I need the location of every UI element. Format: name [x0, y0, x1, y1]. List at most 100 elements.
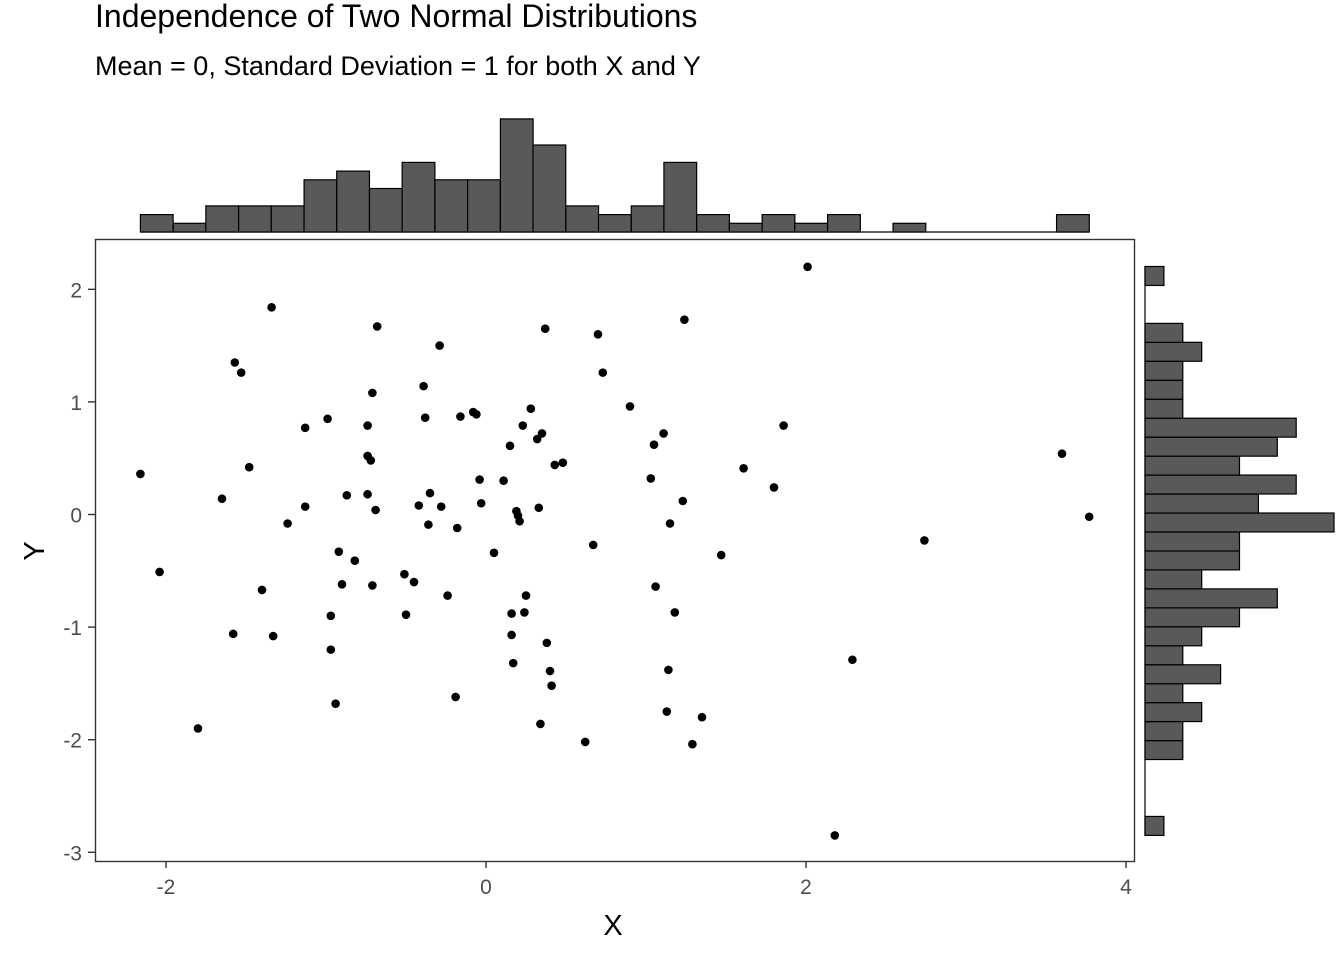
y-tick-label: -2: [63, 730, 82, 753]
x-histogram-bar-12: [532, 144, 567, 233]
scatter-point-76: [646, 474, 656, 483]
scatter-point-34: [419, 381, 428, 391]
scatter-point-36: [424, 520, 433, 529]
y-histogram-bar-10: [1144, 626, 1203, 647]
scatter-point-93: [830, 831, 840, 840]
scatter-point-22: [363, 421, 372, 430]
y-tick-label: -3: [63, 842, 82, 865]
scatter-point-75: [625, 402, 635, 411]
scatter-point-1: [155, 567, 164, 577]
scatter-point-91: [779, 421, 788, 430]
y-histogram-bar-19: [1144, 455, 1241, 476]
scatter-point-48: [489, 548, 499, 558]
x-histogram-bar-5: [303, 179, 338, 233]
scatter-point-52: [507, 609, 516, 618]
x-histogram-bar-11: [499, 118, 534, 233]
scatter-point-38: [435, 341, 444, 350]
scatter-point-30: [400, 569, 409, 579]
scatter-point-2: [193, 724, 203, 733]
x-histogram-bar-15: [630, 205, 665, 233]
scatter-point-16: [326, 645, 336, 654]
y-histogram-bar-22: [1144, 398, 1184, 419]
scatter-point-37: [425, 488, 435, 498]
scatter-point-33: [414, 501, 424, 510]
scatter-point-46: [475, 475, 484, 484]
scatter-point-89: [739, 464, 748, 473]
x-histogram-bar-21: [826, 214, 861, 233]
scatter-point-0: [136, 469, 145, 479]
y-tick-label: 0: [70, 505, 82, 528]
scatter-point-17: [331, 699, 340, 708]
scatter-point-5: [230, 358, 240, 367]
y-histogram-bar-12: [1144, 588, 1278, 609]
scatter-point-67: [545, 666, 555, 676]
scatter-point-61: [532, 434, 542, 444]
x-marginal-histogram: [139, 118, 1090, 233]
x-histogram-bar-14: [597, 214, 632, 233]
scatter-point-29: [372, 322, 382, 331]
x-axis: -2 0 2 4: [157, 861, 1132, 899]
scatter-point-39: [436, 502, 446, 511]
scatter-point-42: [452, 523, 462, 533]
scatter-point-12: [300, 423, 310, 433]
scatter-point-28: [371, 505, 380, 515]
y-axis-title: Y: [19, 541, 51, 560]
y-histogram-bar-17: [1144, 493, 1260, 514]
chart-subtitle: Mean = 0, Standard Deviation = 1 for bot…: [95, 51, 701, 81]
x-histogram-bar-6: [336, 170, 371, 233]
y-histogram-bar-13: [1144, 569, 1203, 590]
scatter-point-65: [540, 324, 550, 334]
scatter-point-60: [526, 404, 536, 413]
x-histogram-bar-20: [794, 222, 829, 233]
scatter-point-24: [363, 489, 372, 499]
scatter-point-79: [659, 429, 668, 438]
y-histogram-bar-18: [1144, 474, 1297, 495]
scatter-point-53: [508, 658, 518, 668]
scatter-point-32: [409, 577, 419, 587]
scatter-point-21: [350, 556, 360, 565]
scatter-point-20: [342, 491, 352, 500]
x-axis-title: X: [603, 910, 622, 942]
y-axis: -3 -2 -1 0 1 2: [63, 279, 95, 865]
y-histogram-bar-11: [1144, 607, 1241, 628]
scatter-point-7: [244, 462, 254, 472]
scatter-point-27: [368, 581, 377, 590]
y-marginal-histogram: [1144, 265, 1335, 837]
x-histogram-bar-7: [368, 187, 403, 233]
y-histogram-bar-25: [1144, 341, 1203, 362]
scatter-point-84: [678, 496, 688, 506]
scatter-point-97: [1084, 512, 1094, 522]
y-histogram-bar-0: [1144, 815, 1165, 837]
scatter-point-47: [476, 498, 486, 508]
x-histogram-bar-28: [1055, 214, 1090, 233]
scatter-point-41: [451, 692, 460, 702]
scatter-point-57: [518, 421, 528, 430]
chart-title: Independence of Two Normal Distributions: [95, 0, 697, 34]
x-histogram-bar-2: [205, 205, 240, 233]
y-histogram-bar-8: [1144, 664, 1222, 685]
scatter-point-31: [401, 610, 411, 620]
scatter-point-50: [505, 441, 515, 451]
y-histogram-bar-4: [1144, 739, 1184, 761]
scatter-point-77: [649, 440, 659, 449]
scatter-point-72: [588, 540, 598, 550]
x-histogram-bar-17: [696, 214, 731, 233]
x-histogram-bar-8: [401, 161, 436, 233]
scatter-point-74: [598, 368, 608, 377]
y-histogram-bar-15: [1144, 531, 1241, 552]
scatter-point-70: [558, 458, 568, 468]
scatter-point-45: [472, 409, 481, 419]
y-tick-label: 1: [70, 392, 82, 415]
scatter-panel: [94, 238, 1136, 863]
x-histogram-bar-9: [434, 179, 469, 233]
scatter-point-87: [697, 712, 707, 722]
scatter-point-82: [665, 519, 675, 528]
scatter-point-40: [443, 591, 452, 600]
scatter-point-88: [716, 550, 726, 560]
x-histogram-bar-1: [172, 222, 207, 233]
x-histogram-bar-16: [663, 161, 698, 233]
y-histogram-bar-5: [1144, 721, 1184, 742]
scatter-point-95: [920, 536, 929, 545]
scatter-point-26: [368, 388, 377, 398]
